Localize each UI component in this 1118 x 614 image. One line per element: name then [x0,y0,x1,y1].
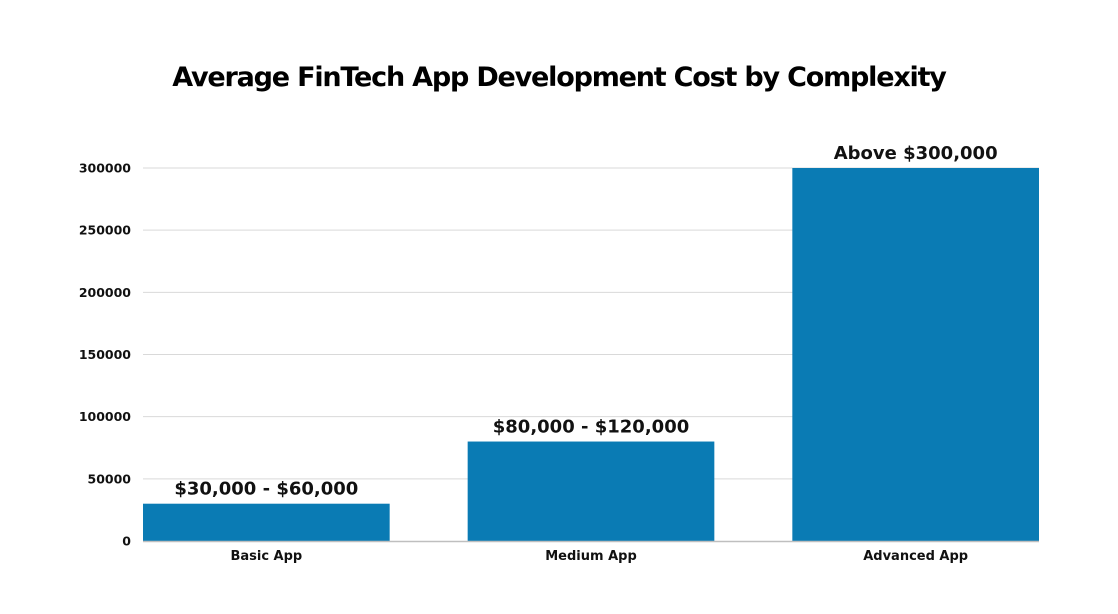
data-label: Above $300,000 [834,143,998,164]
x-tick-label: Advanced App [863,549,968,564]
x-tick-label: Basic App [230,549,302,564]
data-label: $80,000 - $120,000 [493,417,690,438]
bar [792,168,1039,541]
bar [467,441,715,541]
chart-title: Average FinTech App Development Cost by … [172,62,947,93]
x-tick-label: Medium App [545,549,637,564]
y-tick-label: 200000 [79,285,131,300]
data-label: $30,000 - $60,000 [174,479,358,500]
y-tick-label: 250000 [79,223,131,238]
bar [143,503,390,541]
y-tick-label: 50000 [88,471,132,486]
y-tick-label: 150000 [79,347,131,362]
y-tick-label: 0 [122,534,131,549]
y-tick-label: 300000 [79,161,131,176]
y-tick-label: 100000 [79,409,131,424]
